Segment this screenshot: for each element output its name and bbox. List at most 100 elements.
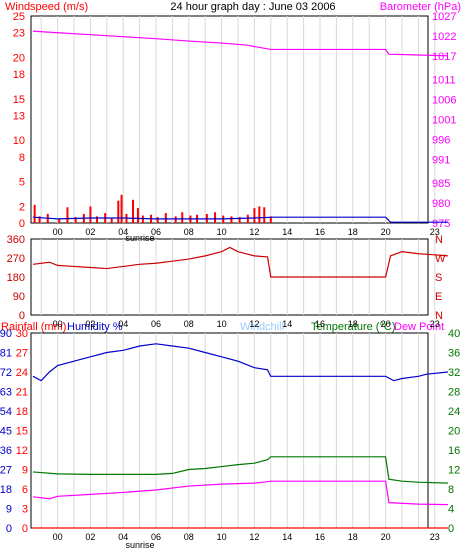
humidity-tick-label: 72 (0, 367, 12, 379)
right-tick-label: 1027 (432, 11, 456, 23)
x-tick-label: 14 (282, 227, 292, 237)
humidity-tick-label: 45 (0, 426, 12, 438)
left-tick-label: 15 (13, 94, 25, 106)
x-tick-label: 16 (315, 227, 325, 237)
rainfall-tick-label: 15 (16, 426, 28, 438)
rainfall-tick-label: 24 (16, 367, 28, 379)
left-tick-label: 270 (7, 253, 25, 265)
sunrise-label: sunrise (125, 233, 154, 243)
x-tick-label: 20 (381, 532, 391, 542)
x-tick-label: 20 (381, 319, 391, 329)
humidity-line (32, 343, 448, 382)
x-tick-label: 10 (217, 319, 227, 329)
sunrise-label: sunrise (125, 540, 154, 550)
right-tick-label: 1001 (432, 115, 456, 127)
rainfall-tick-label: 3 (22, 504, 28, 516)
temperature-tick-label: 36 (448, 348, 460, 360)
left-tick-label: 2 (19, 201, 25, 213)
x-tick-label: 14 (282, 532, 292, 542)
temperature-tick-label: 24 (448, 406, 460, 418)
right-tick-label: E (435, 291, 442, 303)
x-tick-label: 18 (348, 319, 358, 329)
rainfall-tick-label: 6 (22, 484, 28, 496)
x-tick-label: 06 (151, 532, 161, 542)
x-tick-label: 04 (118, 532, 128, 542)
x-tick-label: 06 (151, 319, 161, 329)
barometer-line (32, 30, 448, 57)
humidity-tick-label: 90 (0, 328, 12, 340)
right-tick-label: 975 (432, 218, 450, 230)
right-tick-label: W (435, 253, 446, 265)
x-tick-label: 23 (430, 227, 440, 237)
x-tick-label: 16 (315, 532, 325, 542)
x-tick-label: 12 (249, 319, 259, 329)
x-tick-label: 04 (118, 319, 128, 329)
humidity-tick-label: 27 (0, 465, 12, 477)
wind-average-line (32, 216, 448, 223)
panel-1-frame (30, 15, 429, 224)
right-tick-label: 1022 (432, 31, 456, 43)
x-tick-label: 14 (282, 319, 292, 329)
rainfall-axis-title: Rainfall (mm) (1, 321, 66, 333)
x-tick-label: 04 (118, 227, 128, 237)
dewpoint-line (32, 480, 448, 506)
left-tick-label: 0 (19, 218, 25, 230)
dewpoint-label: Dew Point (394, 321, 444, 333)
windspeed-axis-title: Windspeed (m/s) (5, 1, 88, 13)
right-tick-label: 991 (432, 154, 450, 166)
right-tick-label: 1006 (432, 95, 456, 107)
temperature-tick-label: 12 (448, 465, 460, 477)
x-tick-label: 08 (184, 532, 194, 542)
temperature-tick-label: 28 (448, 387, 460, 399)
rainfall-tick-label: 0 (22, 523, 28, 535)
humidity-tick-label: 63 (0, 387, 12, 399)
left-tick-label: 180 (7, 272, 25, 284)
x-tick-label: 18 (348, 227, 358, 237)
humidity-tick-label: 81 (0, 348, 12, 360)
x-tick-label: 23 (430, 532, 440, 542)
x-tick-label: 12 (249, 227, 259, 237)
left-tick-label: 8 (19, 152, 25, 164)
left-tick-label: 0 (19, 310, 25, 322)
chart-title: 24 hour graph day : June 03 2006 (170, 1, 335, 13)
right-tick-label: 1011 (432, 75, 456, 87)
right-tick-label: 980 (432, 198, 450, 210)
x-tick-label: 00 (53, 319, 63, 329)
x-tick-label: 02 (85, 532, 95, 542)
x-tick-label: 00 (53, 227, 63, 237)
left-tick-label: 5 (19, 177, 25, 189)
x-tick-label: 10 (217, 532, 227, 542)
humidity-tick-label: 0 (6, 523, 12, 535)
left-tick-label: 10 (13, 135, 25, 147)
temperature-tick-label: 4 (448, 504, 454, 516)
humidity-tick-label: 54 (0, 406, 12, 418)
right-tick-label: 1017 (432, 51, 456, 63)
left-tick-label: 360 (7, 234, 25, 246)
x-tick-label: 06 (151, 227, 161, 237)
panel-3-frame (30, 332, 429, 529)
x-tick-label: 02 (85, 319, 95, 329)
rainfall-tick-label: 12 (16, 445, 28, 457)
x-tick-label: 18 (348, 532, 358, 542)
x-tick-label: 16 (315, 319, 325, 329)
temperature-line (32, 456, 448, 484)
left-tick-label: 25 (13, 11, 25, 23)
rainfall-tick-label: 9 (22, 465, 28, 477)
left-tick-label: 20 (13, 52, 25, 64)
windchill-label: Windchill (240, 321, 284, 333)
rainfall-tick-label: 21 (16, 387, 28, 399)
temperature-tick-label: 16 (448, 445, 460, 457)
wind-direction-line (32, 246, 448, 278)
humidity-tick-label: 18 (0, 484, 12, 496)
rainfall-tick-label: 18 (16, 406, 28, 418)
x-tick-label: 00 (53, 532, 63, 542)
left-tick-label: 13 (13, 110, 25, 122)
barometer-axis-title: Barometer (hPa) (380, 1, 461, 13)
humidity-axis-title: Humidity % (67, 321, 123, 333)
right-tick-label: S (435, 272, 442, 284)
right-tick-label: N (435, 310, 443, 322)
right-tick-label: 996 (432, 134, 450, 146)
x-tick-label: 12 (249, 532, 259, 542)
left-tick-label: 18 (13, 69, 25, 81)
